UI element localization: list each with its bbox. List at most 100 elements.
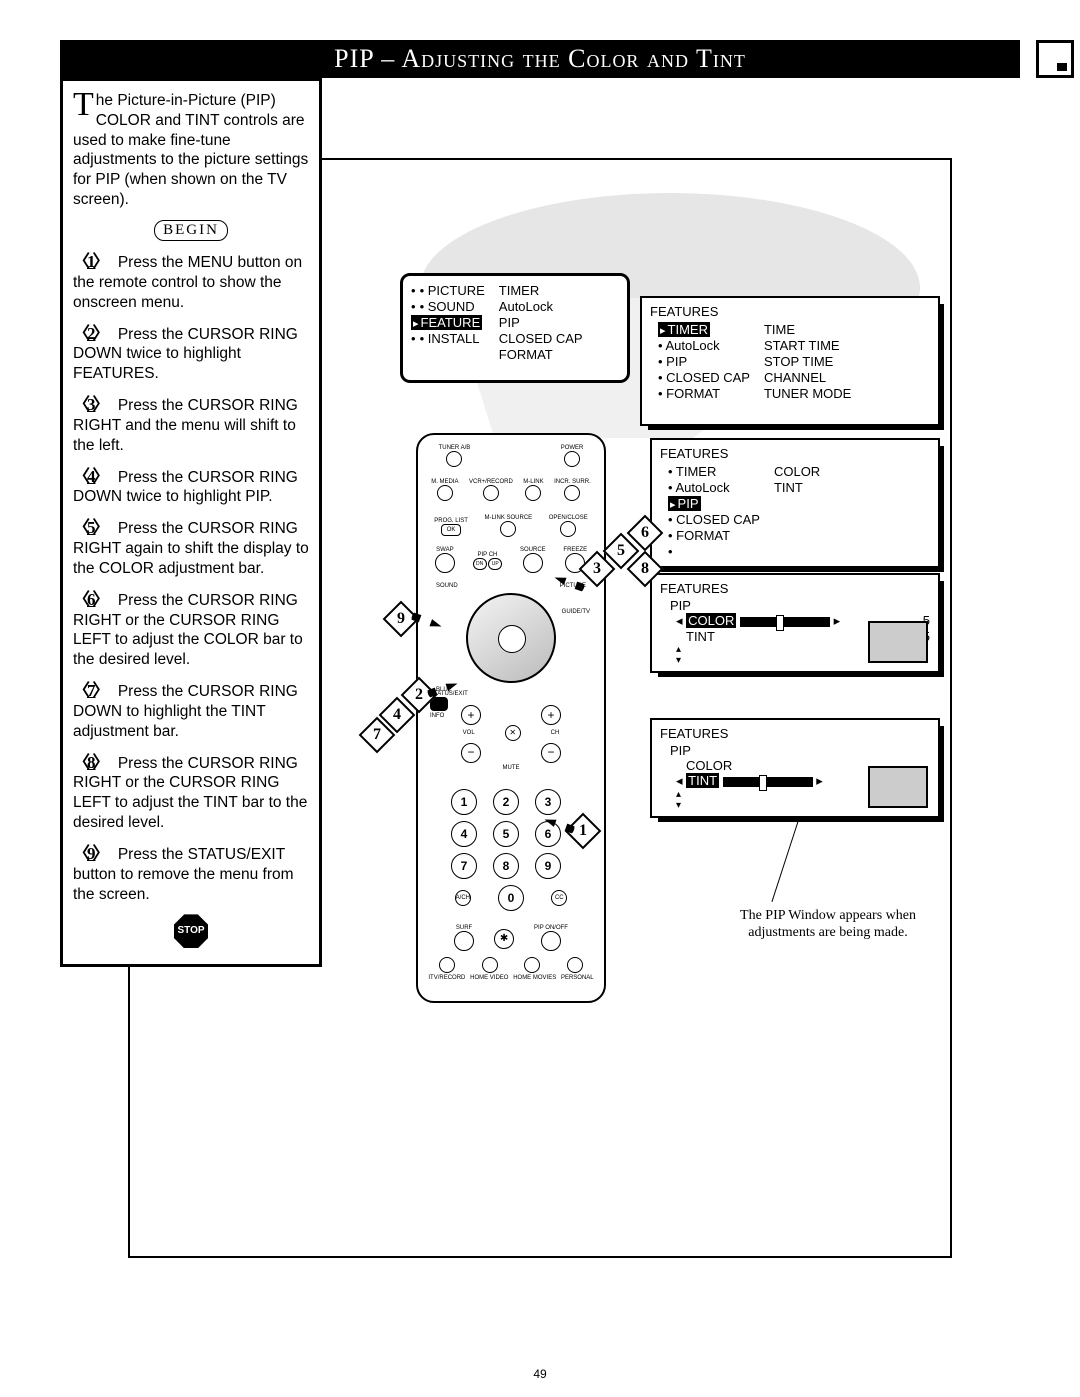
cc-button: CC <box>551 890 567 906</box>
step-number: 9 <box>73 843 110 865</box>
button-label: VOL <box>463 730 475 736</box>
swap-button <box>435 553 455 573</box>
numpad-button: 2 <box>493 789 519 815</box>
vol-plus-button: + <box>461 705 481 725</box>
remote-control-diagram: TUNER A/B POWER M. MEDIA VCR+/RECORD M-L… <box>416 433 606 1003</box>
pipch-dn-button: DN <box>473 558 487 570</box>
button-label: HOME MOVIES <box>513 975 556 981</box>
osd-title: FEATURES <box>660 446 930 461</box>
remote-button <box>482 957 498 973</box>
menu-item-highlighted: PIP <box>668 496 701 511</box>
diagram-area: • PICTURE • SOUND FEATURE • INSTALL TIME… <box>360 78 970 978</box>
menu-item-highlighted: FEATURE <box>411 315 482 330</box>
pipch-up-button: UP <box>488 558 502 570</box>
osd-main-menu: • PICTURE • SOUND FEATURE • INSTALL TIME… <box>400 273 630 383</box>
numpad-button: 8 <box>493 853 519 879</box>
numpad-button: 4 <box>451 821 477 847</box>
remote-button <box>439 957 455 973</box>
step-7: 7 Press the CURSOR RING DOWN to highligh… <box>73 680 309 741</box>
step-1: 1 Press the MENU button on the remote co… <box>73 251 309 312</box>
menu-item: CHANNEL <box>764 370 851 385</box>
menu-item: • FORMAT <box>658 386 750 401</box>
remote-button <box>437 485 453 501</box>
begin-label: BEGIN <box>73 220 309 241</box>
button-label: CH <box>551 730 560 736</box>
button-label: ITV/RECORD <box>428 975 465 981</box>
stop-icon: STOP <box>174 914 208 948</box>
pip-caption: The PIP Window appears when adjustments … <box>718 908 938 942</box>
menu-item: AutoLock <box>499 299 583 314</box>
menu-item: • CLOSED CAP <box>668 512 760 527</box>
menu-item: • PICTURE <box>411 283 485 298</box>
step-number: 7 <box>73 680 110 702</box>
menu-item: • AutoLock <box>668 480 760 495</box>
vol-minus-button: − <box>461 743 481 763</box>
numpad-button: 1 <box>451 789 477 815</box>
osd-subtitle: PIP <box>670 598 930 613</box>
slider-icon <box>723 777 813 787</box>
osd-title: FEATURES <box>660 581 930 596</box>
step-number: 2 <box>73 323 110 345</box>
step-8: 8 Press the CURSOR RING RIGHT or the CUR… <box>73 752 309 833</box>
step-number: 3 <box>73 394 110 416</box>
ok-button: OK <box>441 524 461 536</box>
pip-corner-icon <box>1036 40 1074 78</box>
osd-subtitle: PIP <box>670 743 930 758</box>
ach-button: A/CH <box>455 890 471 906</box>
menu-button: ✱ <box>494 929 514 949</box>
step-5: 5 Press the CURSOR RING RIGHT again to s… <box>73 517 309 578</box>
menu-item: PIP <box>499 315 583 330</box>
osd-title: FEATURES <box>650 304 930 319</box>
caption-pointer-line <box>771 820 799 902</box>
remote-button <box>560 521 576 537</box>
osd-color-adjust: FEATURES PIP ◂ COLOR ▸ 5 TINT35 ▴▾ <box>650 573 940 673</box>
ch-plus-button: + <box>541 705 561 725</box>
step-number: 1 <box>73 251 110 273</box>
page-title: PIP – Adjusting the Color and Tint <box>334 44 746 74</box>
menu-item: • TIMER <box>668 464 760 479</box>
menu-item: START TIME <box>764 338 851 353</box>
step-number: 8 <box>73 752 110 774</box>
menu-item: • CLOSED CAP <box>658 370 750 385</box>
menu-item: TUNER MODE <box>764 386 851 401</box>
menu-item: CLOSED CAP <box>499 331 583 346</box>
menu-item: • INSTALL <box>411 331 485 346</box>
number-pad: 1 2 3 4 5 6 7 8 9 <box>451 789 571 879</box>
step-number: 5 <box>73 517 110 539</box>
button-label: GUIDE/TV <box>562 609 590 615</box>
menu-item: • <box>668 544 760 559</box>
button-label: HOME VIDEO <box>470 975 508 981</box>
page-title-bar: PIP – Adjusting the Color and Tint <box>60 40 1020 78</box>
numpad-button: 7 <box>451 853 477 879</box>
menu-item: • AutoLock <box>658 338 750 353</box>
osd-features-timer: FEATURES TIMER • AutoLock • PIP • CLOSED… <box>640 296 940 426</box>
remote-button <box>524 957 540 973</box>
remote-button <box>525 485 541 501</box>
page-number: 49 <box>0 1367 1080 1381</box>
ch-minus-button: − <box>541 743 561 763</box>
menu-item: TINT <box>774 480 820 495</box>
menu-item-highlighted: TIMER <box>658 322 710 337</box>
step-4: 4 Press the CURSOR RING DOWN twice to hi… <box>73 466 309 508</box>
step-3: 3 Press the CURSOR RING RIGHT and the me… <box>73 394 309 455</box>
button-label: PERSONAL <box>561 975 594 981</box>
step-9: 9 Press the STATUS/EXIT button to remove… <box>73 843 309 904</box>
menu-item: TIMER <box>499 283 583 298</box>
osd-features-pip: FEATURES • TIMER • AutoLock PIP • CLOSED… <box>650 438 940 568</box>
osd-title: FEATURES <box>660 726 930 741</box>
instruction-panel: The Picture-in-Picture (PIP) COLOR and T… <box>60 78 322 967</box>
osd-tint-adjust: FEATURES PIP COLOR ◂ TINT ▸ ▴▾ <box>650 718 940 818</box>
step-number: 4 <box>73 466 110 488</box>
mute-button: ✕ <box>505 725 521 741</box>
menu-item: STOP TIME <box>764 354 851 369</box>
surf-button <box>454 931 474 951</box>
cursor-ring <box>466 593 556 683</box>
button-label: MUTE <box>426 765 596 771</box>
step-number: 6 <box>73 589 110 611</box>
intro-paragraph: The Picture-in-Picture (PIP) COLOR and T… <box>73 91 309 210</box>
stop-marker: STOP <box>73 914 309 948</box>
menu-item: • PIP <box>658 354 750 369</box>
menu-item: COLOR <box>774 464 820 479</box>
remote-button <box>564 485 580 501</box>
pip-onoff-button <box>541 931 561 951</box>
